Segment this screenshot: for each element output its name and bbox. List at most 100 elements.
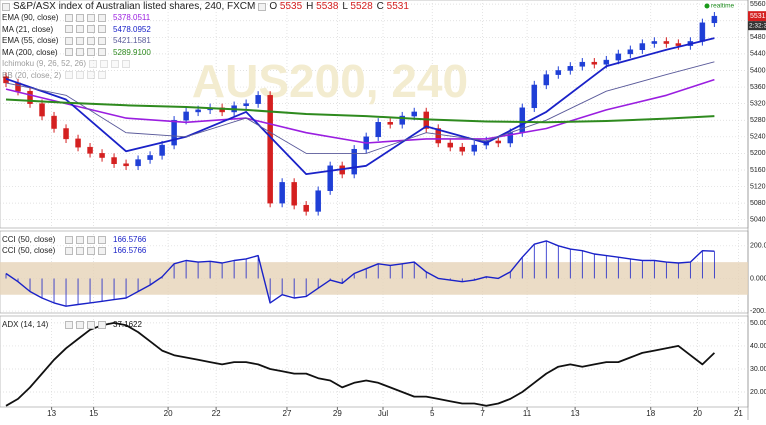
candle-body	[651, 41, 658, 44]
candle-body	[567, 66, 574, 71]
icon	[111, 59, 120, 68]
icon	[65, 320, 73, 329]
candle-body	[123, 163, 129, 167]
icon	[87, 235, 95, 244]
icon	[87, 25, 95, 33]
y-tick-label: 5080	[750, 200, 766, 207]
quote-item: O 5535	[269, 1, 302, 12]
candle-body	[555, 70, 562, 75]
quote-value: 5538	[316, 1, 339, 12]
candle-body	[99, 153, 105, 158]
quote-name: C	[376, 1, 384, 12]
legend-name: MA (200, close)	[2, 47, 58, 57]
y-tick-label: 30.0000	[750, 366, 766, 373]
candle-body	[111, 157, 117, 164]
time-label: 2:32:35	[749, 22, 766, 29]
x-tick-label: 7	[480, 409, 485, 418]
candle-body	[291, 182, 297, 206]
candle-body	[435, 128, 441, 144]
candle-body	[399, 115, 405, 125]
candle-body	[375, 122, 381, 138]
y-tick-label: 40.0000	[750, 343, 766, 350]
candle-body	[135, 159, 141, 167]
line-series	[5, 37, 715, 176]
candle-body	[447, 142, 453, 148]
candle-body	[267, 95, 273, 204]
line-series	[5, 321, 716, 407]
x-tick-label: 22	[212, 409, 221, 418]
candle-body	[615, 53, 622, 61]
candle-body	[315, 190, 321, 212]
chart-title: S&P/ASX index of Australian listed share…	[13, 1, 256, 12]
y-tick-label: -200.0000	[750, 308, 766, 315]
candle-body	[183, 111, 189, 121]
icon	[98, 320, 106, 329]
candle-body	[255, 95, 261, 104]
x-tick-label: 21	[734, 409, 743, 418]
realtime-label: realtime	[711, 3, 735, 10]
icon	[122, 59, 131, 68]
legend-name: BB (20, close, 2)	[2, 70, 62, 80]
icon	[76, 235, 84, 244]
icon	[76, 320, 84, 329]
legend-value: 166.5766	[113, 235, 147, 244]
candle-body	[699, 22, 706, 42]
x-tick-label: 5	[430, 409, 435, 418]
realtime-dot	[704, 3, 710, 9]
quote-value: 5528	[350, 1, 373, 12]
y-tick-label: 5360	[750, 84, 766, 91]
icon	[65, 71, 73, 79]
legend-value: 5289.9100	[113, 47, 151, 57]
band	[0, 262, 748, 295]
time-tag	[748, 21, 766, 31]
x-tick-label: 20	[693, 409, 702, 418]
icon	[89, 59, 98, 68]
y-tick-label: 5160	[750, 167, 766, 174]
y-tick-label: 5120	[750, 183, 766, 190]
quote-item: C 5531	[377, 1, 409, 12]
title-row: S&P/ASX index of Australian listed share…	[2, 1, 409, 12]
legend-entry: Ichimoku (9, 26, 52, 26)	[2, 59, 131, 68]
icon	[98, 71, 106, 79]
candle-body	[75, 138, 81, 148]
quote-item: H 5538	[306, 1, 338, 12]
y-tick-label: 50.0000	[750, 320, 766, 327]
icon	[65, 235, 73, 244]
legend-entry: EMA (55, close) 5421.1581	[2, 36, 151, 45]
quote-item: L 5528	[342, 1, 372, 12]
legend-entry: ADX (14, 14) 37.1622	[2, 320, 142, 329]
x-tick-label: 13	[47, 409, 56, 418]
icon	[87, 246, 95, 255]
candle-body	[387, 122, 393, 125]
icon	[76, 246, 84, 255]
candle-body	[351, 148, 357, 175]
icon	[98, 235, 106, 244]
icon	[98, 13, 106, 22]
candle-body	[171, 119, 177, 146]
x-tick-label: Jul	[378, 409, 388, 418]
icon	[258, 2, 267, 11]
candle-body	[147, 155, 153, 160]
legend-value: 166.5766	[113, 246, 147, 255]
y-tick-label: 5320	[750, 100, 766, 107]
y-tick-label: 5400	[750, 67, 766, 74]
quote-value: 5535	[279, 1, 303, 12]
legend-value: 5421.1581	[113, 36, 151, 45]
icon	[87, 48, 95, 56]
y-tick-label: 5280	[750, 117, 766, 124]
y-tick-label: 0.0000	[750, 275, 766, 282]
icon	[87, 13, 95, 22]
legend-value: 5378.0511	[113, 13, 151, 22]
x-tick-label: 15	[89, 409, 98, 418]
y-tick-label: 5560	[750, 1, 766, 8]
candle-body	[279, 182, 285, 204]
candle-body	[627, 49, 634, 55]
candle-body	[531, 84, 538, 109]
y-tick-label: 20.0000	[750, 389, 766, 396]
legend-entry: MA (200, close) 5289.9100	[2, 48, 151, 57]
legend-entry: CCI (50, close) 166.5766	[2, 235, 146, 244]
watermark: AUS200, 240	[192, 55, 468, 107]
line-series	[5, 98, 715, 124]
